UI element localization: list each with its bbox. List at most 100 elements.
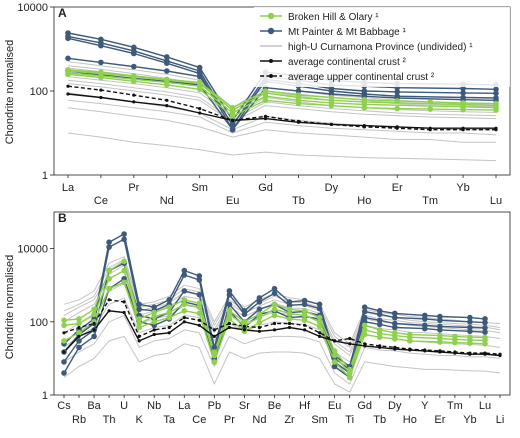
x-tick-label: Nd [252, 414, 266, 426]
data-point-mt-painter [361, 304, 368, 311]
data-point-mt-painter [65, 35, 71, 42]
data-point-broken-hill [493, 100, 499, 107]
data-point-mt-painter [106, 239, 112, 245]
data-point-mt-painter [331, 363, 338, 370]
x-tick-label: Dy [388, 400, 402, 412]
series-line-broken-hill [63, 269, 486, 374]
data-point-ucc [362, 125, 366, 129]
legend: Broken Hill & Olary ¹ Mt Painter & Mt Ba… [254, 7, 510, 87]
data-point-broken-hill [151, 309, 157, 316]
legend-item-upper-continental-crust: average upper continental crust ² [260, 72, 435, 83]
x-tick-label: La [178, 400, 191, 412]
data-point-ucc [132, 93, 136, 97]
x-tick-label: Pb [208, 400, 221, 412]
data-point-ucc [198, 107, 202, 111]
data-point-mt-painter [316, 301, 323, 308]
x-tick-label: U [120, 400, 128, 412]
x-tick-label: Yb [456, 182, 469, 194]
data-point-ucc [483, 351, 487, 355]
data-point-ucc [363, 342, 367, 346]
x-tick-label: Tb [373, 414, 386, 426]
legend-box [254, 7, 510, 87]
data-point-broken-hill [262, 97, 269, 104]
data-point-broken-hill [166, 309, 172, 316]
x-tick-label: Ce [192, 414, 206, 426]
data-point-broken-hill [131, 73, 137, 79]
legend-marker-mt-painter [267, 27, 275, 35]
data-point-broken-hill [151, 313, 157, 320]
data-point-broken-hill [196, 304, 203, 311]
panel-a-y-tick-labels: 1 100 10000 [17, 2, 54, 182]
data-point-broken-hill [407, 338, 413, 344]
panel-a-label: A [58, 6, 67, 20]
data-point-broken-hill [181, 301, 188, 308]
series-line-ucc [67, 85, 496, 131]
series-line-cc [67, 93, 496, 129]
data-point-cc [182, 320, 186, 324]
data-point-mt-painter [121, 231, 127, 237]
data-point-broken-hill [460, 106, 466, 113]
series-line-broken-hill [67, 69, 497, 109]
data-point-broken-hill [229, 113, 236, 120]
data-point-cc [137, 339, 141, 343]
data-point-mt-painter [211, 344, 218, 351]
data-point-broken-hill [106, 267, 112, 274]
data-point-mt-painter [392, 314, 398, 321]
series-line-curnamona [67, 99, 497, 136]
data-point-cc [348, 342, 352, 346]
series-line-broken-hill [67, 72, 497, 114]
data-point-mt-painter [136, 301, 142, 308]
x-tick-label: Yb [463, 414, 476, 426]
data-point-mt-painter [164, 60, 170, 66]
data-point-broken-hill [61, 317, 67, 324]
data-point-ucc [296, 119, 301, 123]
data-point-broken-hill [121, 267, 127, 274]
data-point-mt-painter [422, 325, 428, 332]
data-point-broken-hill [131, 78, 137, 85]
x-tick-label: Eu [226, 195, 239, 207]
x-tick-label: Sr [239, 400, 250, 412]
data-point-broken-hill [361, 96, 368, 103]
x-tick-label: Er [434, 414, 445, 426]
x-tick-label: Nd [160, 195, 174, 207]
data-point-mt-painter [76, 344, 82, 351]
data-point-mt-painter [422, 316, 428, 322]
data-point-ucc [318, 331, 322, 335]
data-point-mt-painter [467, 328, 473, 335]
data-point-broken-hill [76, 320, 82, 327]
data-point-cc [212, 334, 216, 338]
data-point-mt-painter [196, 277, 203, 283]
data-point-mt-painter [241, 311, 248, 318]
series-line-cc [63, 310, 501, 357]
data-point-broken-hill [482, 341, 488, 347]
x-tick-label: Nb [147, 400, 161, 412]
data-point-ucc [272, 321, 277, 326]
data-point-cc [62, 350, 66, 354]
data-point-mt-painter [256, 295, 263, 301]
legend-marker-upper-continental-crust [269, 74, 273, 78]
data-point-mt-painter [181, 272, 188, 278]
data-point-broken-hill [61, 338, 67, 344]
data-point-mt-painter [164, 68, 170, 74]
legend-label-curnamona: high-U Curnamona Province (undivided) ¹ [288, 42, 473, 53]
data-point-mt-painter [98, 42, 104, 49]
data-point-mt-painter [376, 317, 383, 324]
data-point-mt-painter [61, 370, 67, 376]
data-point-mt-painter [394, 89, 401, 95]
panel-b-ylabel: Chondrite normalised [4, 255, 16, 360]
panel-a-ylabel: Chondrite normalised [4, 40, 16, 145]
data-point-ucc [395, 126, 399, 130]
x-tick-label: Gd [258, 182, 273, 194]
data-point-broken-hill [392, 336, 398, 342]
legend-item-continental-crust: average continental crust ² [260, 57, 407, 68]
series-line-curnamona [67, 83, 497, 123]
x-tick-label: Y [421, 400, 429, 412]
legend-item-curnamona: high-U Curnamona Province (undivided) ¹ [260, 42, 473, 53]
data-point-mt-painter [136, 306, 142, 313]
data-point-mt-painter [131, 50, 137, 57]
data-point-cc [77, 334, 81, 338]
data-point-ucc [77, 325, 81, 330]
data-point-broken-hill [256, 314, 263, 321]
data-point-mt-painter [361, 314, 368, 321]
x-tick-label: Ti [345, 414, 354, 426]
